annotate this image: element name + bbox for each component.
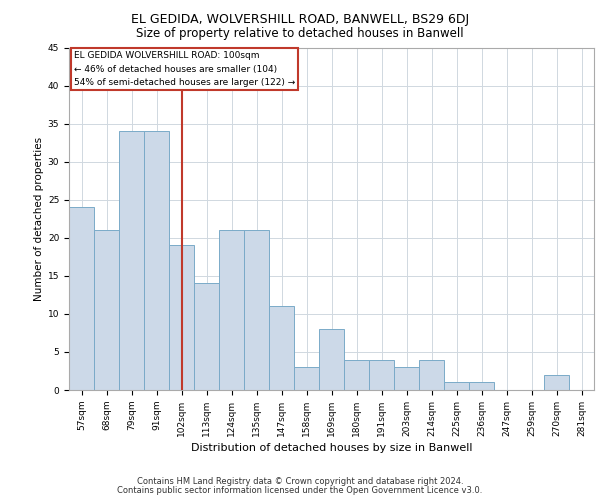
Text: Contains public sector information licensed under the Open Government Licence v3: Contains public sector information licen…	[118, 486, 482, 495]
Text: Contains HM Land Registry data © Crown copyright and database right 2024.: Contains HM Land Registry data © Crown c…	[137, 477, 463, 486]
Bar	[469, 382, 494, 390]
Bar	[194, 284, 219, 390]
Bar	[444, 382, 469, 390]
Bar	[94, 230, 119, 390]
X-axis label: Distribution of detached houses by size in Banwell: Distribution of detached houses by size …	[191, 443, 472, 453]
Bar	[69, 208, 94, 390]
Bar	[294, 367, 319, 390]
Bar	[219, 230, 244, 390]
Bar	[394, 367, 419, 390]
Bar	[269, 306, 294, 390]
Bar	[169, 246, 194, 390]
Bar	[119, 131, 144, 390]
Y-axis label: Number of detached properties: Number of detached properties	[34, 136, 44, 301]
Bar	[319, 329, 344, 390]
Bar	[244, 230, 269, 390]
Text: EL GEDIDA WOLVERSHILL ROAD: 100sqm
← 46% of detached houses are smaller (104)
54: EL GEDIDA WOLVERSHILL ROAD: 100sqm ← 46%…	[74, 52, 295, 86]
Bar	[419, 360, 444, 390]
Bar	[369, 360, 394, 390]
Bar	[544, 375, 569, 390]
Text: Size of property relative to detached houses in Banwell: Size of property relative to detached ho…	[136, 28, 464, 40]
Bar	[344, 360, 369, 390]
Bar	[144, 131, 169, 390]
Text: EL GEDIDA, WOLVERSHILL ROAD, BANWELL, BS29 6DJ: EL GEDIDA, WOLVERSHILL ROAD, BANWELL, BS…	[131, 12, 469, 26]
